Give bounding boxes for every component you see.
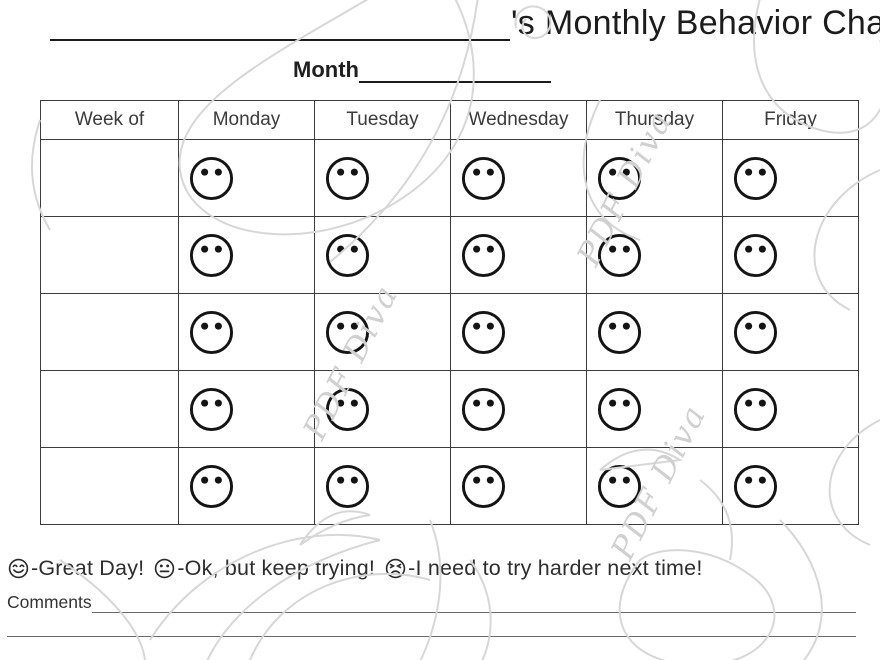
blank-face-icon xyxy=(325,464,370,508)
week-of-cell xyxy=(40,370,179,448)
blank-face-icon xyxy=(461,156,506,200)
legend-item-try-harder: -I need to try harder next time! xyxy=(384,556,702,581)
sad-face-icon xyxy=(385,558,406,579)
month-label: Month xyxy=(293,57,359,82)
table-row xyxy=(40,139,859,217)
week-of-cell xyxy=(40,139,179,217)
comments-blank-line xyxy=(91,594,856,613)
legend: -Great Day! -Ok, but keep trying! -I nee… xyxy=(7,556,873,581)
student-name-blank-line xyxy=(50,12,510,41)
week-of-cell xyxy=(40,447,179,525)
day-cell xyxy=(314,370,451,448)
blank-face-icon xyxy=(325,310,370,354)
day-cell xyxy=(722,447,859,525)
blank-face-icon xyxy=(461,233,506,277)
day-cell xyxy=(586,447,723,525)
blank-face-icon xyxy=(597,387,642,431)
blank-face-icon xyxy=(733,310,778,354)
watermark-swirl xyxy=(249,572,431,660)
blank-face-icon xyxy=(733,387,778,431)
day-cell xyxy=(450,293,587,371)
comments-label: Comments xyxy=(7,592,92,612)
comments-blank-line-2 xyxy=(7,636,856,637)
blank-face-icon xyxy=(325,387,370,431)
header-monday: Monday xyxy=(178,100,315,140)
day-cell xyxy=(178,216,315,294)
header-week-of: Week of xyxy=(40,100,179,140)
blank-face-icon xyxy=(325,233,370,277)
blank-face-icon xyxy=(461,464,506,508)
table-row xyxy=(40,370,859,448)
blank-face-icon xyxy=(733,464,778,508)
blank-face-icon xyxy=(733,233,778,277)
table-row xyxy=(40,447,859,525)
week-of-cell xyxy=(40,293,179,371)
day-cell xyxy=(586,139,723,217)
day-cell xyxy=(586,216,723,294)
day-cell xyxy=(314,216,451,294)
day-cell xyxy=(586,370,723,448)
day-cell xyxy=(314,447,451,525)
comments-row: Comments xyxy=(7,592,856,613)
day-cell xyxy=(722,293,859,371)
happy-face-icon xyxy=(8,558,29,579)
header-friday: Friday xyxy=(722,100,859,140)
day-cell xyxy=(450,370,587,448)
blank-face-icon xyxy=(597,233,642,277)
page-title: 's Monthly Behavior Chart xyxy=(511,4,880,42)
blank-face-icon xyxy=(733,156,778,200)
watermark-swirl xyxy=(419,519,442,660)
table-row xyxy=(40,216,859,294)
day-cell xyxy=(178,139,315,217)
day-cell xyxy=(722,370,859,448)
day-cell xyxy=(178,370,315,448)
legend-item-ok: -Ok, but keep trying! xyxy=(153,556,375,581)
watermark-swirl xyxy=(779,519,823,660)
day-cell xyxy=(314,293,451,371)
header-thursday: Thursday xyxy=(586,100,723,140)
blank-face-icon xyxy=(597,464,642,508)
day-cell xyxy=(722,216,859,294)
blank-face-icon xyxy=(461,310,506,354)
day-cell xyxy=(722,139,859,217)
day-cell xyxy=(450,139,587,217)
blank-face-icon xyxy=(189,310,234,354)
blank-face-icon xyxy=(189,387,234,431)
day-cell xyxy=(450,447,587,525)
month-row: Month xyxy=(293,57,551,83)
day-cell xyxy=(314,139,451,217)
blank-face-icon xyxy=(597,310,642,354)
blank-face-icon xyxy=(597,156,642,200)
legend-item-great-day: -Great Day! xyxy=(7,556,144,581)
header-wednesday: Wednesday xyxy=(450,100,587,140)
behavior-table-header: Week of Monday Tuesday Wednesday Thursda… xyxy=(40,100,859,140)
blank-face-icon xyxy=(325,156,370,200)
day-cell xyxy=(178,447,315,525)
day-cell xyxy=(586,293,723,371)
table-row xyxy=(40,293,859,371)
day-cell xyxy=(450,216,587,294)
day-cell xyxy=(178,293,315,371)
behavior-table-body xyxy=(40,139,859,525)
neutral-face-icon xyxy=(155,558,175,579)
legend-label: -Great Day! xyxy=(31,556,145,580)
legend-label: -I need to try harder next time! xyxy=(408,556,703,580)
behavior-table: Week of Monday Tuesday Wednesday Thursda… xyxy=(40,100,859,525)
blank-face-icon xyxy=(189,233,234,277)
month-blank-line xyxy=(358,57,551,83)
blank-face-icon xyxy=(461,387,506,431)
blank-face-icon xyxy=(189,464,234,508)
header-tuesday: Tuesday xyxy=(314,100,451,140)
blank-face-icon xyxy=(189,156,234,200)
week-of-cell xyxy=(40,216,179,294)
legend-label: -Ok, but keep trying! xyxy=(177,556,376,580)
